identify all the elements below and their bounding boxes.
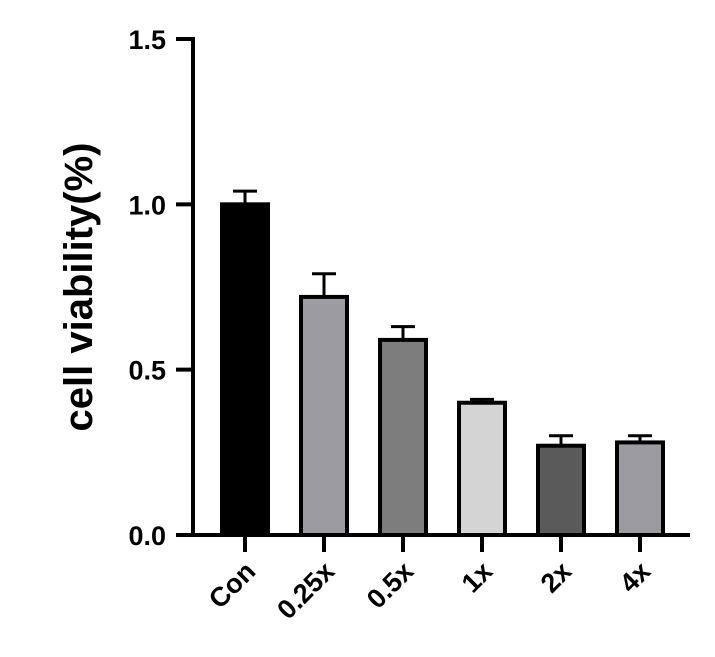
x-tick-label: 4x	[614, 556, 656, 598]
x-axis-labels: Con 0.25x 0.5x 1x 2x 4x	[203, 535, 656, 625]
y-axis-ticks: 0.0 0.5 1.0 1.5	[128, 25, 193, 551]
bar-Con	[220, 202, 270, 537]
x-tick-label: 0.5x	[361, 556, 419, 614]
bar-2x	[536, 443, 586, 537]
y-tick-label: 1.5	[128, 25, 166, 55]
x-tick-label: Con	[203, 556, 261, 614]
x-tick-label: 2x	[535, 556, 577, 598]
bar-0.25x	[299, 294, 349, 538]
y-tick-label: 0.0	[128, 521, 166, 551]
y-tick-label: 1.0	[128, 190, 166, 220]
y-axis-label: cell viability(%)	[57, 143, 101, 432]
bar-0.5x	[378, 337, 428, 538]
x-tick-label: 1x	[456, 556, 498, 598]
bars-group	[220, 189, 665, 538]
x-tick-label: 0.25x	[271, 556, 340, 625]
bar-4x	[615, 440, 665, 537]
y-tick-label: 0.5	[128, 356, 166, 386]
bar-1x	[457, 400, 507, 537]
